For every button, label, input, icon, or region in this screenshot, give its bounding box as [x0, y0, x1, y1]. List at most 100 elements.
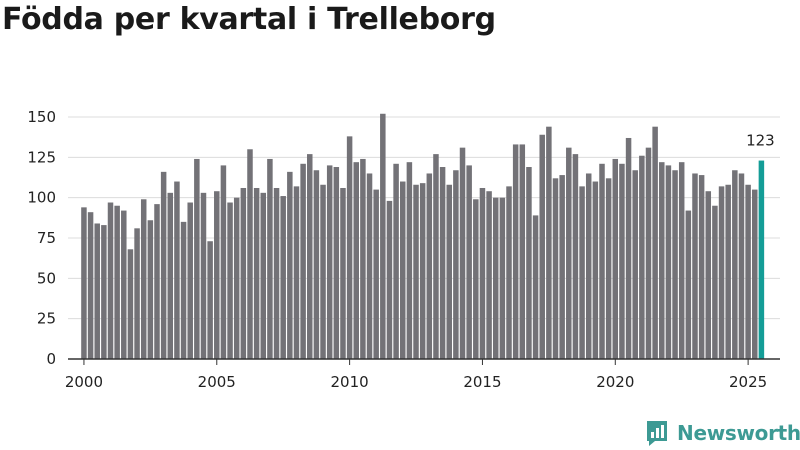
- bar-7: [127, 249, 134, 359]
- bar-92: [692, 173, 698, 359]
- bar-29: [273, 187, 280, 359]
- labels: 0 25 50 75 100 125 150 123 2000 2005 2010 2015 2020 2…: [27, 108, 774, 391]
- bar-95: [712, 205, 718, 359]
- bar-19: [207, 241, 213, 359]
- bar-17: [194, 158, 200, 359]
- bar-70: [546, 126, 552, 360]
- bar-26: [253, 187, 260, 359]
- bar-43: [366, 173, 373, 359]
- bar-18: [200, 192, 207, 359]
- bars: [81, 113, 765, 360]
- y-tick-label-75: 75: [37, 229, 56, 247]
- bar-16: [187, 202, 193, 359]
- bar-4: [107, 202, 114, 359]
- bar-13: [167, 192, 174, 359]
- bar-78: [599, 163, 605, 359]
- bar-28: [267, 158, 273, 359]
- bar-37: [326, 165, 333, 359]
- bar-93: [698, 175, 705, 359]
- bar-31: [287, 171, 293, 359]
- bar-76: [585, 173, 592, 359]
- bar-1: [87, 212, 94, 359]
- bar-75: [579, 186, 585, 359]
- bar-83: [632, 170, 638, 359]
- bar-53: [433, 154, 439, 359]
- bar-80: [612, 158, 619, 359]
- bar-67: [526, 167, 532, 359]
- y-tick-label-50: 50: [37, 269, 56, 287]
- bar-69: [539, 134, 545, 359]
- bar-3: [101, 225, 107, 359]
- bar-59: [473, 199, 479, 359]
- bar-74: [572, 154, 579, 359]
- bar-96: [718, 186, 725, 359]
- bar-60: [479, 187, 486, 359]
- bar-41: [353, 162, 359, 359]
- bar-22: [227, 202, 233, 359]
- y-tick-label-150: 150: [27, 108, 56, 126]
- y-tick-label-0: 0: [46, 350, 56, 368]
- bar-39: [340, 187, 346, 359]
- bar-87: [659, 162, 665, 359]
- bar-52: [426, 173, 433, 359]
- x-tick-label-2025: 2025: [729, 373, 767, 391]
- bar-84: [639, 155, 645, 359]
- bar-45: [380, 113, 386, 360]
- bar-79: [605, 178, 612, 359]
- x-tick-label-2020: 2020: [596, 373, 634, 391]
- bar-6: [121, 210, 127, 359]
- x-tick-label-2005: 2005: [198, 373, 236, 391]
- x-tick-label-2000: 2000: [65, 373, 103, 391]
- bar-32: [293, 186, 300, 359]
- bar-56: [453, 170, 459, 359]
- bar-5: [114, 205, 120, 359]
- bar-11: [154, 204, 160, 359]
- bar-90: [678, 162, 685, 359]
- bar-27: [260, 192, 267, 359]
- bar-58: [466, 165, 472, 359]
- bar-23: [233, 197, 240, 359]
- y-tick-label-125: 125: [27, 148, 56, 166]
- bar-99: [738, 173, 745, 359]
- bar-81: [619, 163, 625, 359]
- bar-68: [532, 215, 539, 359]
- bar-61: [486, 191, 492, 359]
- bar-54: [439, 167, 446, 359]
- bar-12: [160, 171, 167, 359]
- bar-highlight: [758, 160, 765, 359]
- newsworthy-logo-icon: [647, 421, 667, 446]
- newsworthy-logo-text: Newsworthy: [677, 421, 800, 445]
- bar-46: [386, 200, 393, 359]
- bar-66: [519, 144, 526, 359]
- bar-94: [705, 191, 712, 359]
- bar-72: [559, 175, 565, 359]
- bar-20: [214, 191, 220, 359]
- bar-8: [134, 228, 140, 359]
- bar-65: [512, 144, 519, 359]
- bar-73: [566, 147, 572, 359]
- axes: [68, 358, 780, 365]
- y-tick-label-100: 100: [27, 189, 56, 207]
- bar-100: [745, 184, 751, 359]
- bar-30: [280, 196, 286, 359]
- bar-35: [313, 170, 320, 359]
- bar-44: [373, 189, 379, 359]
- bar-71: [552, 178, 559, 359]
- chart-title: Födda per kvartal i Trelleborg: [2, 2, 496, 37]
- bar-62: [492, 197, 499, 359]
- bar-49: [406, 162, 413, 359]
- bar-2: [94, 223, 100, 359]
- bar-10: [147, 220, 154, 359]
- bar-40: [346, 136, 353, 359]
- bar-36: [320, 184, 326, 359]
- newsworthy-logo: Newsworthy: [645, 419, 800, 447]
- bar-77: [592, 181, 599, 359]
- bar-98: [732, 170, 738, 359]
- y-tick-label-25: 25: [37, 310, 56, 328]
- bar-64: [506, 186, 512, 359]
- bar-55: [446, 184, 452, 359]
- bar-34: [307, 154, 313, 359]
- bar-47: [393, 163, 399, 359]
- bar-21: [220, 165, 227, 359]
- bar-14: [174, 181, 180, 359]
